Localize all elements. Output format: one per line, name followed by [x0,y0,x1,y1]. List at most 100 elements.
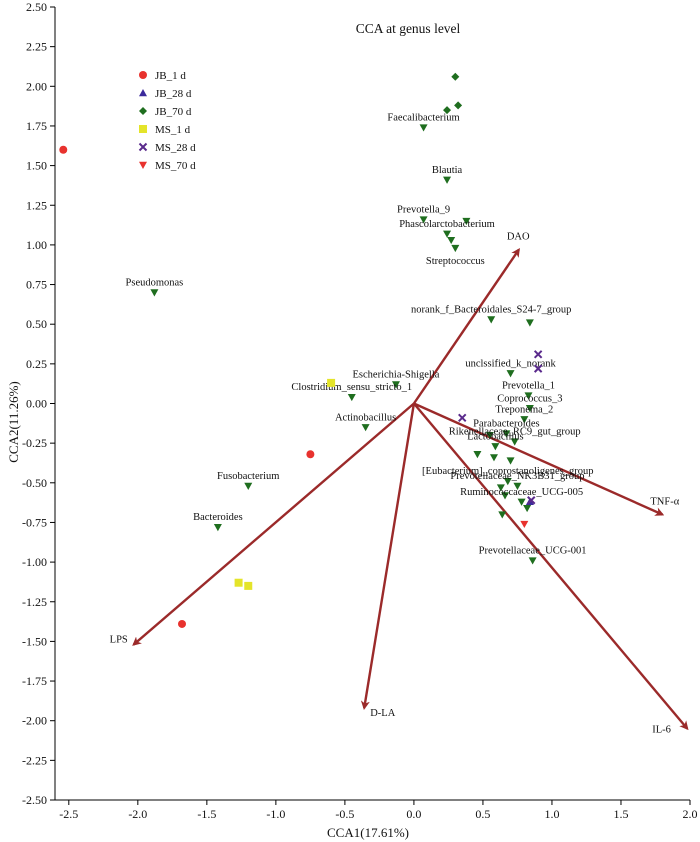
x-tick-label: -0.5 [335,807,354,821]
y-tick-label: 0.50 [26,317,47,331]
x-tick-label: -2.5 [59,807,78,821]
species-label: Faecalibacterium [387,113,459,124]
legend-label: MS_28 d [155,142,196,154]
environment-arrows: DAO TNF-α IL-6 D-LA LPS [110,232,689,736]
sample-point-jb-1-d [59,145,68,154]
species-label: Escherichia-Shigella [353,369,440,380]
arrow-d-la [360,403,416,710]
arrow-tnf- [413,402,665,516]
legend-label: JB_70 d [155,106,192,118]
x-tick-label: -2.0 [128,807,147,821]
legend-label: MS_70 d [155,160,196,172]
sample-point-ms-1-d [234,578,243,587]
y-tick-label: 0.00 [26,397,47,411]
x-axis-title: CCA1(17.61%) [327,825,409,840]
y-tick-label: -0.25 [22,436,47,450]
y-tick-label: 2.00 [26,79,47,93]
sample-point-ms-28-d [527,496,536,505]
arrow-label: D-LA [370,708,395,719]
species-label: Streptococcus [426,256,485,267]
species-label: Prevotella_9 [397,205,450,216]
species-point [462,217,471,226]
species-point [361,424,370,432]
species-point [447,236,456,245]
species-point [525,405,534,413]
legend-label: JB_1 d [155,70,186,82]
species-point [213,524,222,532]
y-tick-label: -2.25 [22,753,47,767]
sample-point-ms-28-d [533,364,543,373]
species-point [443,176,452,184]
species-point [501,492,510,500]
species-point [520,416,529,424]
sample-point-jb-70-d [454,101,463,110]
species-point [506,457,515,465]
species-label: Fusobacterium [217,471,279,482]
legend-marker [139,71,147,79]
sample-point-ms-1-d [327,378,336,387]
sample-point-ms-1-d [244,581,253,590]
species-point [489,454,498,462]
arrow-label: TNF-α [650,497,679,508]
y-tick-label: 0.25 [26,357,47,371]
y-tick-label: -1.50 [22,634,47,648]
species-label: Prevotellaceae_NK3B31_group [450,471,584,482]
legend-marker [138,142,148,152]
x-tick-label: -1.5 [197,807,216,821]
arrow-label: IL-6 [652,725,671,736]
y-tick-label: 2.50 [26,0,47,14]
species-point [491,443,500,451]
species-point [485,432,494,440]
species-label: Actinobacillus [335,412,396,423]
species-point [528,557,537,565]
species-label: Ruminococcaceae_UCG-005 [460,487,583,498]
species-point [510,438,519,446]
species-label: unclssified_k_norank [465,358,556,369]
sample-point-jb-1-d [306,450,315,459]
y-tick-label: 1.25 [26,198,47,212]
x-tick-label: 0.5 [475,807,490,821]
arrow-il-6 [412,402,689,731]
arrow-lps [132,402,415,646]
legend: JB_1 d JB_28 d JB_70 d MS_1 d MS_28 d MS_70 d [138,70,196,172]
species-label: norank_f_Bacteroidales_S24-7_group [411,304,571,315]
x-tick-label: 1.0 [544,807,559,821]
species-label: Clostridium_sensu_stricto_1 [291,382,412,393]
y-tick-label: -1.25 [22,595,47,609]
y-tick-label: 0.75 [26,278,47,292]
species-point [150,289,159,297]
species-label: Blautia [432,165,463,176]
species-label: Rikenellaceae_RC9_gut_group [449,427,581,438]
sample-points [59,72,543,628]
species-label: Lactobacillus [467,431,524,442]
arrow-dao [412,248,520,405]
sample-point-jb-70-d [443,106,452,115]
species-point [502,430,511,438]
species-point [487,316,496,324]
sample-point-ms-28-d [458,413,467,422]
sample-point-jb-70-d [451,72,460,81]
y-tick-label: 1.50 [26,159,47,173]
species-point [451,244,460,253]
y-tick-label: -1.00 [22,555,47,569]
y-tick-label: -0.50 [22,476,47,490]
species-point [443,230,452,238]
y-tick-label: -2.50 [22,793,47,807]
sample-point-ms-28-d [533,350,543,359]
species-point [473,451,482,459]
legend-label: MS_1 d [155,124,191,136]
chart-title: CCA at genus level [356,21,461,36]
species-point [525,319,534,327]
y-tick-label: 1.75 [26,119,47,133]
y-tick-label: -0.75 [22,515,47,529]
legend-label: JB_28 d [155,88,192,100]
y-tick-label: 2.25 [26,40,47,54]
x-tick-label: -1.0 [266,807,285,821]
sample-point-jb-1-d [178,619,186,628]
species-label: Prevotella_1 [502,381,555,392]
species-point [498,511,507,519]
species-points: Faecalibacterium Blautia Prevotella_9 Phasc… [126,113,594,565]
species-point [347,393,356,402]
axes: -2.5 -2.0 -1.5 -1.0 -0.5 0.0 0.5 1.0 1.5 2.0 -2.50… [22,0,698,821]
